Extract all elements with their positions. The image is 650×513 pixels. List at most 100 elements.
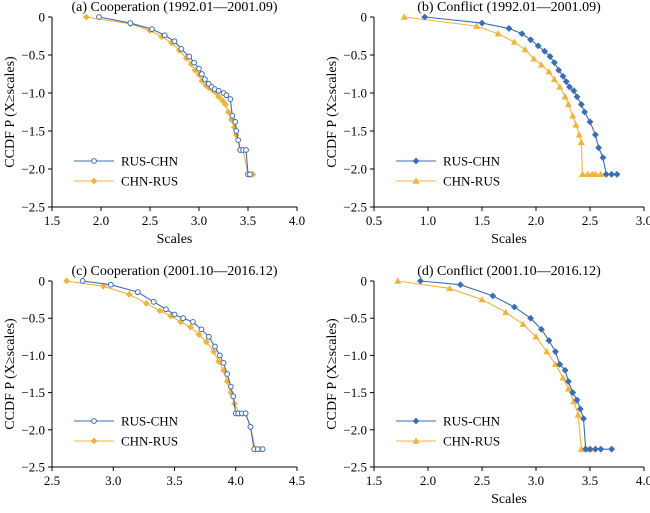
y-tick-label: −1.0: [343, 86, 367, 101]
data-point: [96, 14, 102, 20]
data-point: [566, 83, 573, 91]
data-point: [559, 374, 567, 381]
data-point: [198, 326, 205, 333]
legend-item: CHN-RUS: [74, 434, 178, 449]
y-tick-label: −1.0: [21, 348, 45, 363]
y-tick-label: −0.5: [21, 311, 45, 326]
x-tick-label: 3.5: [240, 213, 256, 228]
y-tick-label: 0: [361, 10, 368, 25]
data-point: [564, 385, 572, 392]
y-tick-label: −2.5: [21, 200, 45, 215]
data-point: [223, 92, 230, 99]
data-point: [576, 405, 584, 413]
x-tick-label: 3.0: [528, 473, 544, 488]
data-point: [478, 295, 486, 303]
data-point: [597, 170, 605, 178]
legend-marker: [412, 177, 420, 184]
x-tick-label: 3.5: [166, 473, 182, 488]
series-rus-chn: [96, 14, 253, 178]
data-point: [556, 83, 564, 90]
y-tick-label: −1.5: [343, 124, 367, 139]
data-point: [230, 393, 237, 400]
data-point: [220, 359, 227, 366]
chart-title: (b) Conflict (1992.01—2001.09): [417, 0, 601, 15]
data-point: [421, 13, 429, 21]
data-point: [519, 320, 527, 327]
data-point: [537, 325, 545, 333]
legend-label: CHN-RUS: [121, 174, 178, 189]
chart-title: (d) Conflict (2001.10—2016.12): [417, 264, 601, 279]
x-tick-label: 3.0: [105, 473, 121, 488]
data-point: [478, 19, 486, 27]
x-tick-label: 4.0: [289, 213, 305, 228]
x-tick-label: 3.5: [582, 473, 598, 488]
data-point: [580, 415, 587, 423]
chart-panel-1: (b) Conflict (1992.01—2001.09) 0 −0.5 −1.0 −…: [325, 0, 650, 247]
y-tick-label: −1.5: [21, 385, 45, 400]
data-point: [545, 68, 553, 75]
y-tick-label: −0.5: [21, 48, 45, 63]
series-rus-chn: [79, 278, 266, 453]
y-tick-label: −2.0: [21, 162, 45, 177]
legend-label: CHN-RUS: [121, 434, 178, 449]
data-point: [534, 42, 542, 50]
data-point: [505, 24, 513, 32]
y-tick-label: 0: [39, 274, 46, 289]
data-point: [150, 298, 157, 305]
data-point: [564, 100, 572, 108]
y-tick-label: −0.5: [343, 48, 367, 63]
data-point: [202, 338, 210, 346]
data-point: [212, 343, 218, 350]
x-tick-label: 1.0: [420, 213, 436, 228]
x-axis-label: Scales: [491, 232, 527, 247]
data-point: [171, 311, 178, 318]
data-point: [227, 383, 234, 390]
data-point: [259, 446, 266, 453]
data-point: [243, 147, 249, 153]
data-point: [572, 121, 580, 128]
data-point: [201, 76, 208, 83]
data-point: [577, 100, 585, 108]
data-point: [564, 378, 572, 385]
data-point: [613, 170, 621, 178]
data-point: [546, 53, 554, 60]
x-tick-label: 2.5: [142, 213, 158, 228]
data-point: [574, 411, 582, 418]
data-point: [502, 308, 510, 315]
data-point: [591, 445, 599, 453]
data-point: [573, 93, 581, 101]
legend-item: CHN-RUS: [74, 174, 178, 189]
y-tick-label: −1.0: [21, 86, 45, 101]
data-point: [235, 137, 242, 144]
series-chn-rus: [400, 13, 605, 178]
legend-item: RUS-CHN: [74, 414, 179, 429]
data-point: [189, 319, 196, 325]
data-point: [569, 389, 577, 397]
data-point: [510, 38, 518, 45]
data-point: [473, 22, 481, 29]
data-point: [219, 97, 226, 105]
data-point: [556, 360, 564, 368]
data-point: [489, 292, 497, 300]
data-point: [215, 87, 222, 94]
data-point: [602, 170, 610, 178]
data-point: [608, 170, 616, 178]
data-point: [552, 348, 559, 356]
legend-item: CHN-RUS: [396, 174, 500, 189]
legend-label: RUS-CHN: [121, 414, 179, 429]
data-point: [537, 61, 545, 68]
x-axis-label: Scales: [157, 232, 193, 247]
data-point: [149, 26, 155, 33]
x-axis-label: Scales: [491, 492, 527, 507]
data-point: [400, 13, 408, 20]
legend-marker: [91, 418, 97, 424]
data-point: [575, 131, 583, 138]
y-tick-label: −1.5: [21, 124, 45, 139]
data-point: [232, 118, 239, 125]
series-rus-chn: [417, 277, 616, 453]
data-point: [543, 348, 551, 355]
x-tick-label: 2.5: [474, 473, 490, 488]
y-tick-label: −2.5: [343, 460, 367, 475]
data-point: [578, 170, 586, 178]
y-tick-label: −2.5: [343, 200, 367, 215]
